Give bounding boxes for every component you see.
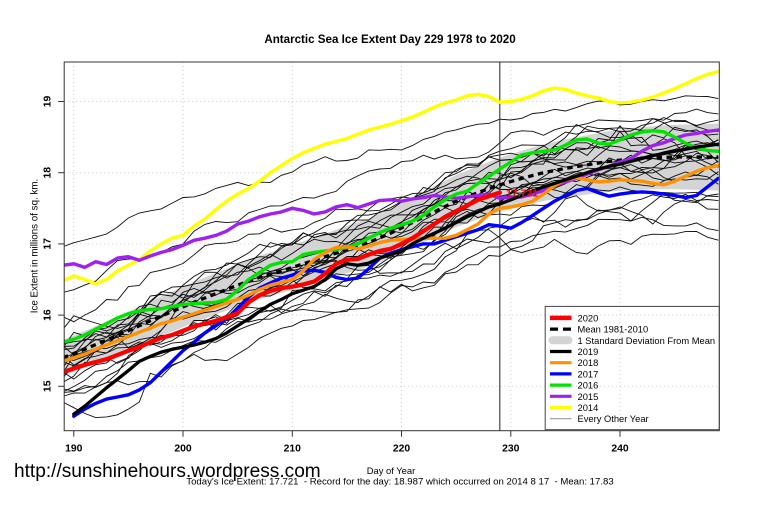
svg-text:190: 190 (65, 444, 83, 455)
svg-text:220: 220 (393, 444, 411, 455)
svg-text:15: 15 (42, 380, 53, 392)
svg-text:210: 210 (284, 444, 302, 455)
svg-text:2015: 2015 (578, 392, 599, 402)
svg-text:200: 200 (174, 444, 192, 455)
svg-text:Antarctic Sea Ice Extent Day 2: Antarctic Sea Ice Extent Day 229 1978 to… (264, 33, 515, 46)
svg-text:http://sunshinehours.wordpress: http://sunshinehours.wordpress.com (14, 461, 321, 482)
svg-text:Today's Ice Extent: 17.721 -: Today's Ice Extent: 17.721 - Record for … (186, 477, 613, 488)
svg-text:2020: 2020 (578, 313, 599, 323)
svg-text:240: 240 (611, 444, 629, 455)
svg-text:Day of Year: Day of Year (367, 465, 415, 476)
svg-text:19: 19 (42, 96, 53, 108)
svg-text:2017: 2017 (578, 369, 599, 379)
svg-text:2016: 2016 (578, 381, 599, 391)
svg-text:18: 18 (42, 167, 53, 179)
svg-text:2014: 2014 (578, 403, 599, 413)
svg-text:16: 16 (42, 309, 53, 321)
svg-text:Ice Extent in millions of sq.: Ice Extent in millions of sq. km. (30, 179, 41, 313)
svg-text:2018: 2018 (578, 358, 599, 368)
svg-text:2019: 2019 (578, 347, 599, 357)
svg-text:Mean 1981-2010: Mean 1981-2010 (578, 325, 649, 335)
svg-text:Every Other Year: Every Other Year (578, 414, 649, 424)
svg-text:1 Standard Deviation From Mean: 1 Standard Deviation From Mean (578, 336, 716, 346)
svg-text:17.721: 17.721 (506, 188, 538, 200)
svg-text:17: 17 (42, 238, 53, 250)
svg-text:230: 230 (502, 444, 520, 455)
